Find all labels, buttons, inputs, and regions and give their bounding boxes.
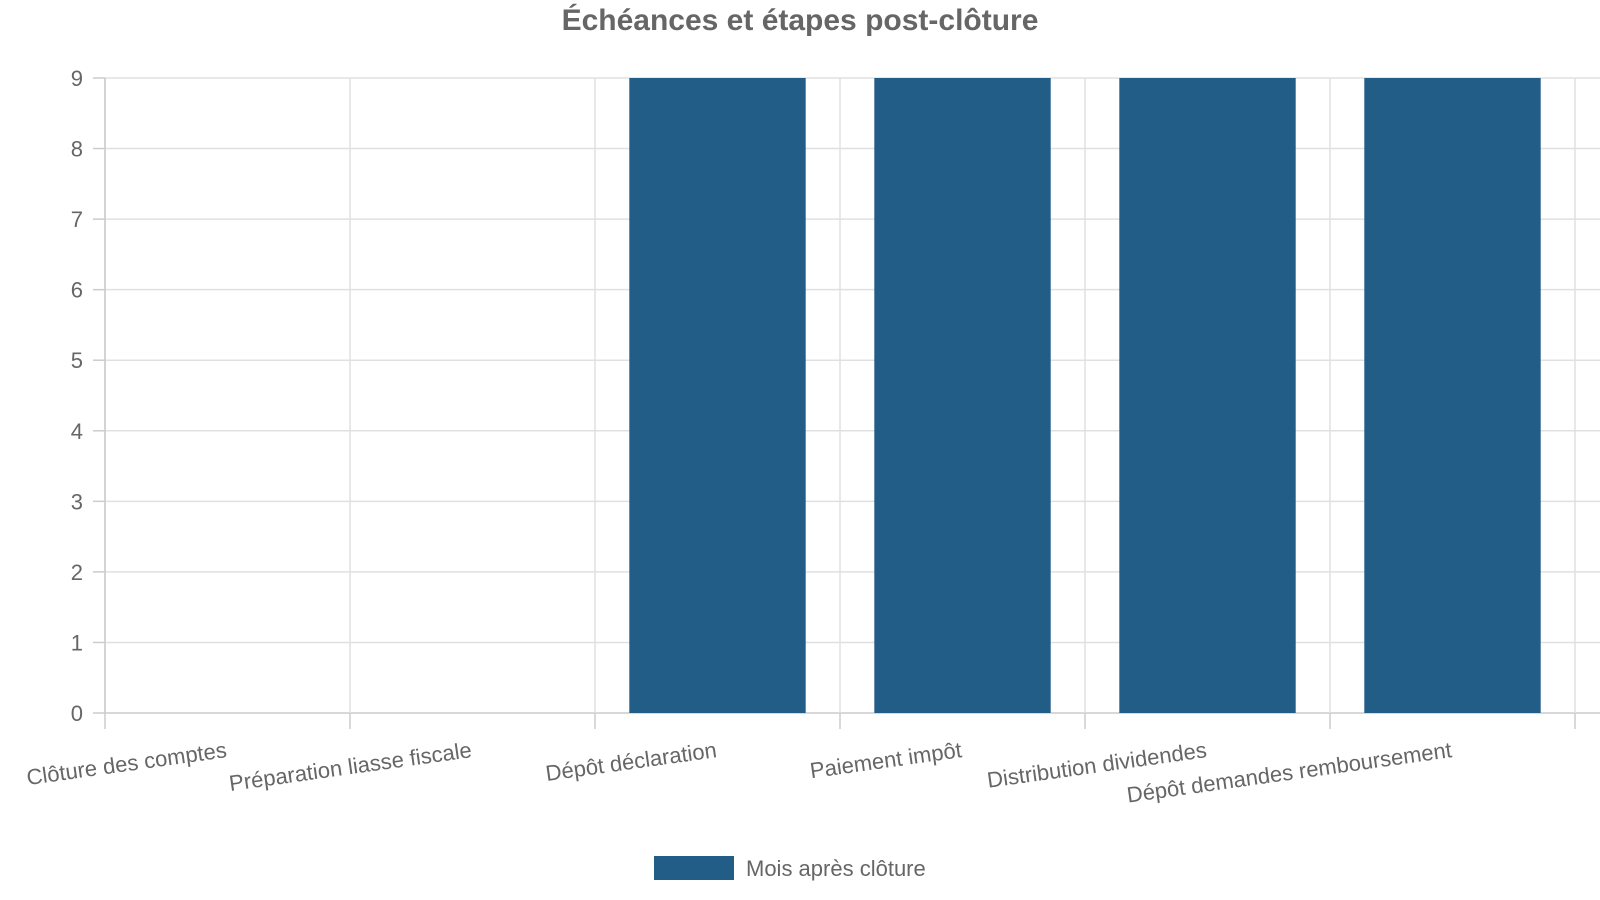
x-category-label: Dépôt déclaration xyxy=(544,737,718,786)
legend-label: Mois après clôture xyxy=(746,856,926,881)
axis-layer xyxy=(93,77,1576,729)
x-axis-labels: Clôture des comptes Préparation liasse fi… xyxy=(25,737,1453,807)
bar[interactable] xyxy=(874,78,1051,713)
legend-swatch xyxy=(654,856,734,880)
y-tick-label: 6 xyxy=(71,278,83,303)
y-tick-label: 1 xyxy=(71,630,83,655)
bar[interactable] xyxy=(629,78,806,713)
x-category-label: Clôture des comptes xyxy=(25,737,228,790)
y-axis-labels: 0 1 2 3 4 5 6 7 8 9 xyxy=(71,66,83,726)
y-tick-label: 2 xyxy=(71,560,83,585)
bar[interactable] xyxy=(1364,78,1541,713)
x-category-label: Préparation liasse fiscale xyxy=(228,737,474,796)
y-tick-label: 9 xyxy=(71,66,83,91)
y-tick-label: 8 xyxy=(71,137,83,162)
chart-title: Échéances et étapes post-clôture xyxy=(562,3,1039,37)
y-tick-label: 7 xyxy=(71,207,83,232)
y-tick-label: 3 xyxy=(71,489,83,514)
x-category-label: Paiement impôt xyxy=(808,737,963,783)
bars-layer xyxy=(629,78,1541,713)
y-tick-label: 5 xyxy=(71,348,83,373)
bar[interactable] xyxy=(1119,78,1296,713)
y-tick-label: 0 xyxy=(71,701,83,726)
y-tick-label: 4 xyxy=(71,419,83,444)
legend[interactable]: Mois après clôture xyxy=(654,856,926,881)
